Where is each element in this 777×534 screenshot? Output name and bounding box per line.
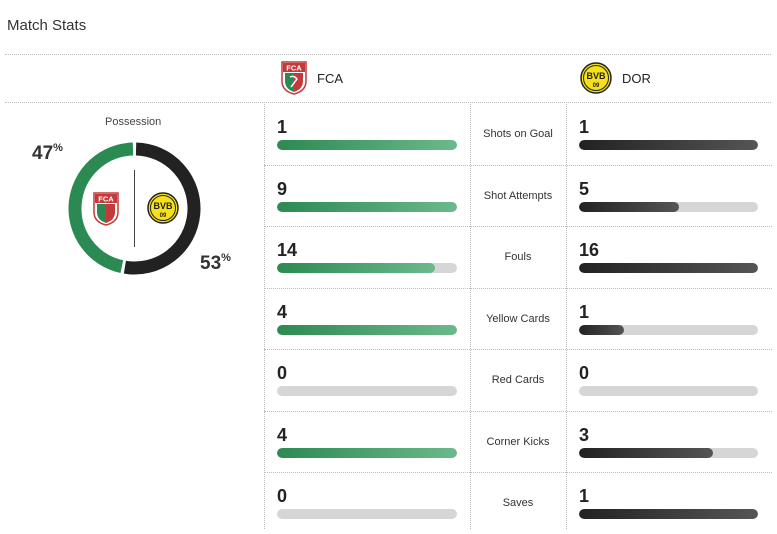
home-possession-arc bbox=[68, 142, 134, 273]
home-stat-bar bbox=[277, 201, 457, 212]
away-team-header: BVB 09 DOR bbox=[580, 60, 651, 96]
row-divider bbox=[264, 226, 772, 227]
home-possession-pct: 47% bbox=[32, 142, 63, 164]
row-divider bbox=[264, 410, 772, 412]
column-divider bbox=[264, 102, 265, 529]
home-stat-value: 1 bbox=[277, 117, 288, 137]
svg-text:BVB: BVB bbox=[586, 71, 606, 81]
row-divider bbox=[264, 349, 772, 350]
home-stat-bar-fill bbox=[277, 263, 435, 273]
possession-label: Possession bbox=[105, 116, 162, 128]
away-stat-bar-fill bbox=[579, 263, 758, 273]
column-divider bbox=[566, 102, 567, 529]
stat-category-label: Shot Attempts bbox=[483, 189, 553, 202]
stat-row: 1 Shots on Goal 1 bbox=[264, 103, 772, 165]
away-stat-bar bbox=[579, 447, 758, 458]
away-possession-arc bbox=[123, 142, 201, 275]
home-stat-value: 0 bbox=[277, 363, 288, 383]
away-team-abbr: DOR bbox=[622, 70, 651, 86]
row-divider bbox=[264, 164, 772, 166]
stat-category-label: Red Cards bbox=[491, 374, 545, 386]
stat-category-label: Yellow Cards bbox=[486, 312, 550, 325]
away-stat-bar bbox=[579, 509, 758, 519]
stat-row: 0 Saves 1 bbox=[264, 472, 772, 534]
away-stat-value: 0 bbox=[579, 363, 590, 383]
svg-text:FCA: FCA bbox=[286, 64, 302, 73]
away-stat-value: 1 bbox=[579, 117, 590, 137]
svg-text:BVB: BVB bbox=[153, 201, 173, 211]
away-stat-bar-fill bbox=[579, 140, 758, 150]
row-divider bbox=[264, 287, 772, 289]
home-stat-bar-fill bbox=[277, 140, 457, 150]
stat-category-label: Fouls bbox=[504, 251, 532, 263]
svg-text:09: 09 bbox=[593, 83, 600, 89]
away-stat-value: 3 bbox=[579, 424, 590, 445]
stat-category-label: Corner Kicks bbox=[486, 435, 550, 448]
fca-crest-icon: FCA bbox=[281, 61, 307, 95]
row-divider bbox=[264, 472, 772, 473]
home-stat-bar bbox=[277, 447, 457, 458]
stat-row: 4 Corner Kicks 3 bbox=[264, 411, 772, 473]
stat-category-label: Shots on Goal bbox=[483, 128, 553, 140]
bvb-crest-icon: BVB 09 bbox=[147, 192, 179, 224]
home-stat-value: 4 bbox=[277, 424, 288, 445]
home-stat-bar bbox=[277, 324, 457, 335]
away-stat-bar bbox=[579, 140, 758, 150]
home-stat-bar-fill bbox=[277, 201, 457, 212]
home-stat-value: 14 bbox=[277, 240, 298, 260]
home-stat-bar bbox=[277, 140, 457, 150]
stat-row: 14 Fouls 16 bbox=[264, 226, 772, 288]
home-stat-value: 4 bbox=[277, 301, 288, 322]
column-divider bbox=[470, 102, 471, 529]
page-title: Match Stats bbox=[7, 17, 87, 34]
home-team-abbr: FCA bbox=[317, 70, 343, 86]
home-stat-value: 9 bbox=[277, 178, 288, 199]
home-stat-bar bbox=[277, 263, 457, 273]
home-stat-bar bbox=[277, 509, 457, 519]
stat-row: 0 Red Cards 0 bbox=[264, 349, 772, 411]
stat-row: 9 Shot Attempts 5 bbox=[264, 165, 772, 227]
away-possession-pct: 53% bbox=[200, 252, 231, 274]
away-stat-bar bbox=[579, 263, 758, 273]
away-stat-value: 1 bbox=[579, 301, 590, 322]
away-stat-value: 1 bbox=[579, 486, 590, 506]
stat-category-label: Saves bbox=[502, 497, 534, 509]
home-stat-bar-fill bbox=[277, 447, 457, 458]
away-stat-value: 5 bbox=[579, 178, 590, 199]
away-stat-bar-fill bbox=[579, 447, 714, 458]
bvb-crest-icon: BVB 09 bbox=[580, 62, 612, 94]
home-stat-value: 0 bbox=[277, 486, 288, 506]
divider bbox=[5, 102, 771, 103]
svg-text:FCA: FCA bbox=[98, 195, 114, 204]
away-stat-bar-fill bbox=[579, 201, 679, 212]
home-stat-bar bbox=[277, 386, 457, 396]
away-stat-bar bbox=[579, 386, 758, 396]
away-stat-value: 16 bbox=[579, 240, 600, 260]
away-stat-bar bbox=[579, 324, 758, 335]
away-stat-bar-fill bbox=[579, 324, 624, 335]
home-stat-bar-fill bbox=[277, 324, 457, 335]
possession-donut: FCA BVB 09 bbox=[68, 142, 201, 275]
fca-crest-icon: FCA bbox=[93, 192, 119, 226]
away-stat-bar-fill bbox=[579, 509, 758, 519]
home-team-header: FCA FCA bbox=[281, 60, 343, 96]
away-stat-bar bbox=[579, 201, 758, 212]
svg-text:09: 09 bbox=[160, 213, 167, 219]
divider bbox=[5, 54, 771, 55]
stat-row: 4 Yellow Cards 1 bbox=[264, 288, 772, 350]
